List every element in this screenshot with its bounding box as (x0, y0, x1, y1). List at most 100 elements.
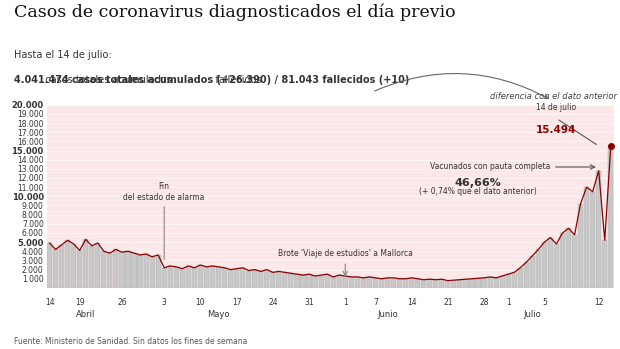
Bar (277, 272, 281, 288)
Bar (198, 265, 203, 288)
Text: (+ 0,74% que el dato anterior): (+ 0,74% que el dato anterior) (419, 187, 537, 196)
Text: 15.494: 15.494 (536, 125, 577, 135)
Bar (608, 146, 613, 288)
Bar (113, 250, 118, 288)
Bar (162, 268, 167, 288)
Bar (138, 255, 143, 288)
Bar (234, 269, 239, 288)
Bar (120, 252, 125, 288)
Bar (397, 279, 402, 288)
Bar (252, 269, 257, 288)
Text: Brote 'Viaje de estudios' a Mallorca: Brote 'Viaje de estudios' a Mallorca (278, 250, 413, 276)
Bar (500, 276, 505, 288)
Bar (348, 277, 354, 288)
Bar (529, 256, 535, 288)
Bar (174, 267, 179, 288)
Bar (602, 240, 608, 288)
Bar (107, 253, 112, 288)
Bar (59, 245, 64, 288)
Bar (71, 244, 76, 288)
Bar (216, 267, 221, 288)
Text: 24: 24 (268, 298, 278, 307)
Bar (149, 257, 154, 288)
Bar (367, 277, 372, 288)
Text: Fuente: Ministerio de Sanidad. Sin datos los fines de semana: Fuente: Ministerio de Sanidad. Sin datos… (14, 336, 247, 346)
Bar (240, 268, 245, 288)
Bar (47, 243, 52, 288)
Text: Hasta el 14 de julio:: Hasta el 14 de julio: (14, 50, 111, 60)
Bar (355, 277, 360, 288)
Bar (330, 277, 336, 288)
Text: 31: 31 (304, 298, 314, 307)
Text: 21: 21 (443, 298, 453, 307)
Bar (228, 269, 233, 288)
Text: 5: 5 (542, 298, 547, 307)
Bar (596, 171, 601, 288)
Bar (578, 204, 583, 288)
Text: 3: 3 (162, 298, 167, 307)
Bar (312, 276, 317, 288)
Text: Abril: Abril (76, 310, 95, 319)
Bar (469, 279, 474, 288)
Bar (512, 272, 517, 288)
Bar (487, 277, 493, 288)
Bar (373, 278, 378, 288)
Bar (433, 280, 438, 288)
Bar (391, 278, 396, 288)
Bar (476, 278, 480, 288)
Bar (445, 281, 450, 288)
Bar (572, 235, 577, 288)
Bar (319, 275, 324, 288)
Bar (554, 244, 559, 288)
Bar (566, 228, 571, 288)
Bar (294, 274, 299, 288)
Text: 12: 12 (594, 298, 603, 307)
Bar (379, 279, 384, 288)
Text: casos totales acumulados              fallecidos: casos totales acumulados fallecidos (14, 75, 280, 86)
Bar (246, 270, 251, 288)
Bar (192, 268, 197, 288)
Bar (222, 268, 227, 288)
Bar (343, 276, 348, 288)
Text: diferencia con el dato anterior: diferencia con el dato anterior (490, 91, 617, 101)
Bar (409, 278, 414, 288)
Text: 17: 17 (232, 298, 241, 307)
Text: 1: 1 (506, 298, 510, 307)
Bar (77, 250, 82, 288)
Text: 14: 14 (407, 298, 417, 307)
Bar (439, 279, 445, 288)
Bar (101, 251, 107, 288)
Bar (53, 250, 58, 288)
Bar (463, 279, 469, 288)
Bar (421, 280, 427, 288)
Text: 19: 19 (75, 298, 84, 307)
Bar (125, 251, 131, 288)
Text: 14 de julio: 14 de julio (536, 103, 577, 112)
Bar (270, 272, 275, 288)
Text: Casos de coronavirus diagnosticados el día previo: Casos de coronavirus diagnosticados el d… (14, 3, 455, 21)
Bar (167, 266, 173, 288)
Bar (524, 262, 529, 288)
Bar (210, 266, 215, 288)
Bar (415, 279, 420, 288)
Bar (590, 192, 595, 288)
Bar (451, 280, 456, 288)
Bar (156, 255, 161, 288)
Bar (385, 278, 390, 288)
Bar (95, 243, 100, 288)
Bar (143, 254, 149, 288)
Bar (186, 266, 191, 288)
Bar (65, 240, 70, 288)
Bar (560, 233, 565, 288)
Text: 28: 28 (479, 298, 489, 307)
Bar (548, 238, 553, 288)
Bar (403, 279, 408, 288)
Bar (180, 269, 185, 288)
FancyArrowPatch shape (374, 74, 548, 98)
Text: Vacunados con pauta completa: Vacunados con pauta completa (430, 163, 595, 171)
Bar (427, 279, 432, 288)
Bar (361, 278, 366, 288)
Text: 26: 26 (117, 298, 126, 307)
Bar (83, 239, 88, 288)
Bar (131, 253, 136, 288)
